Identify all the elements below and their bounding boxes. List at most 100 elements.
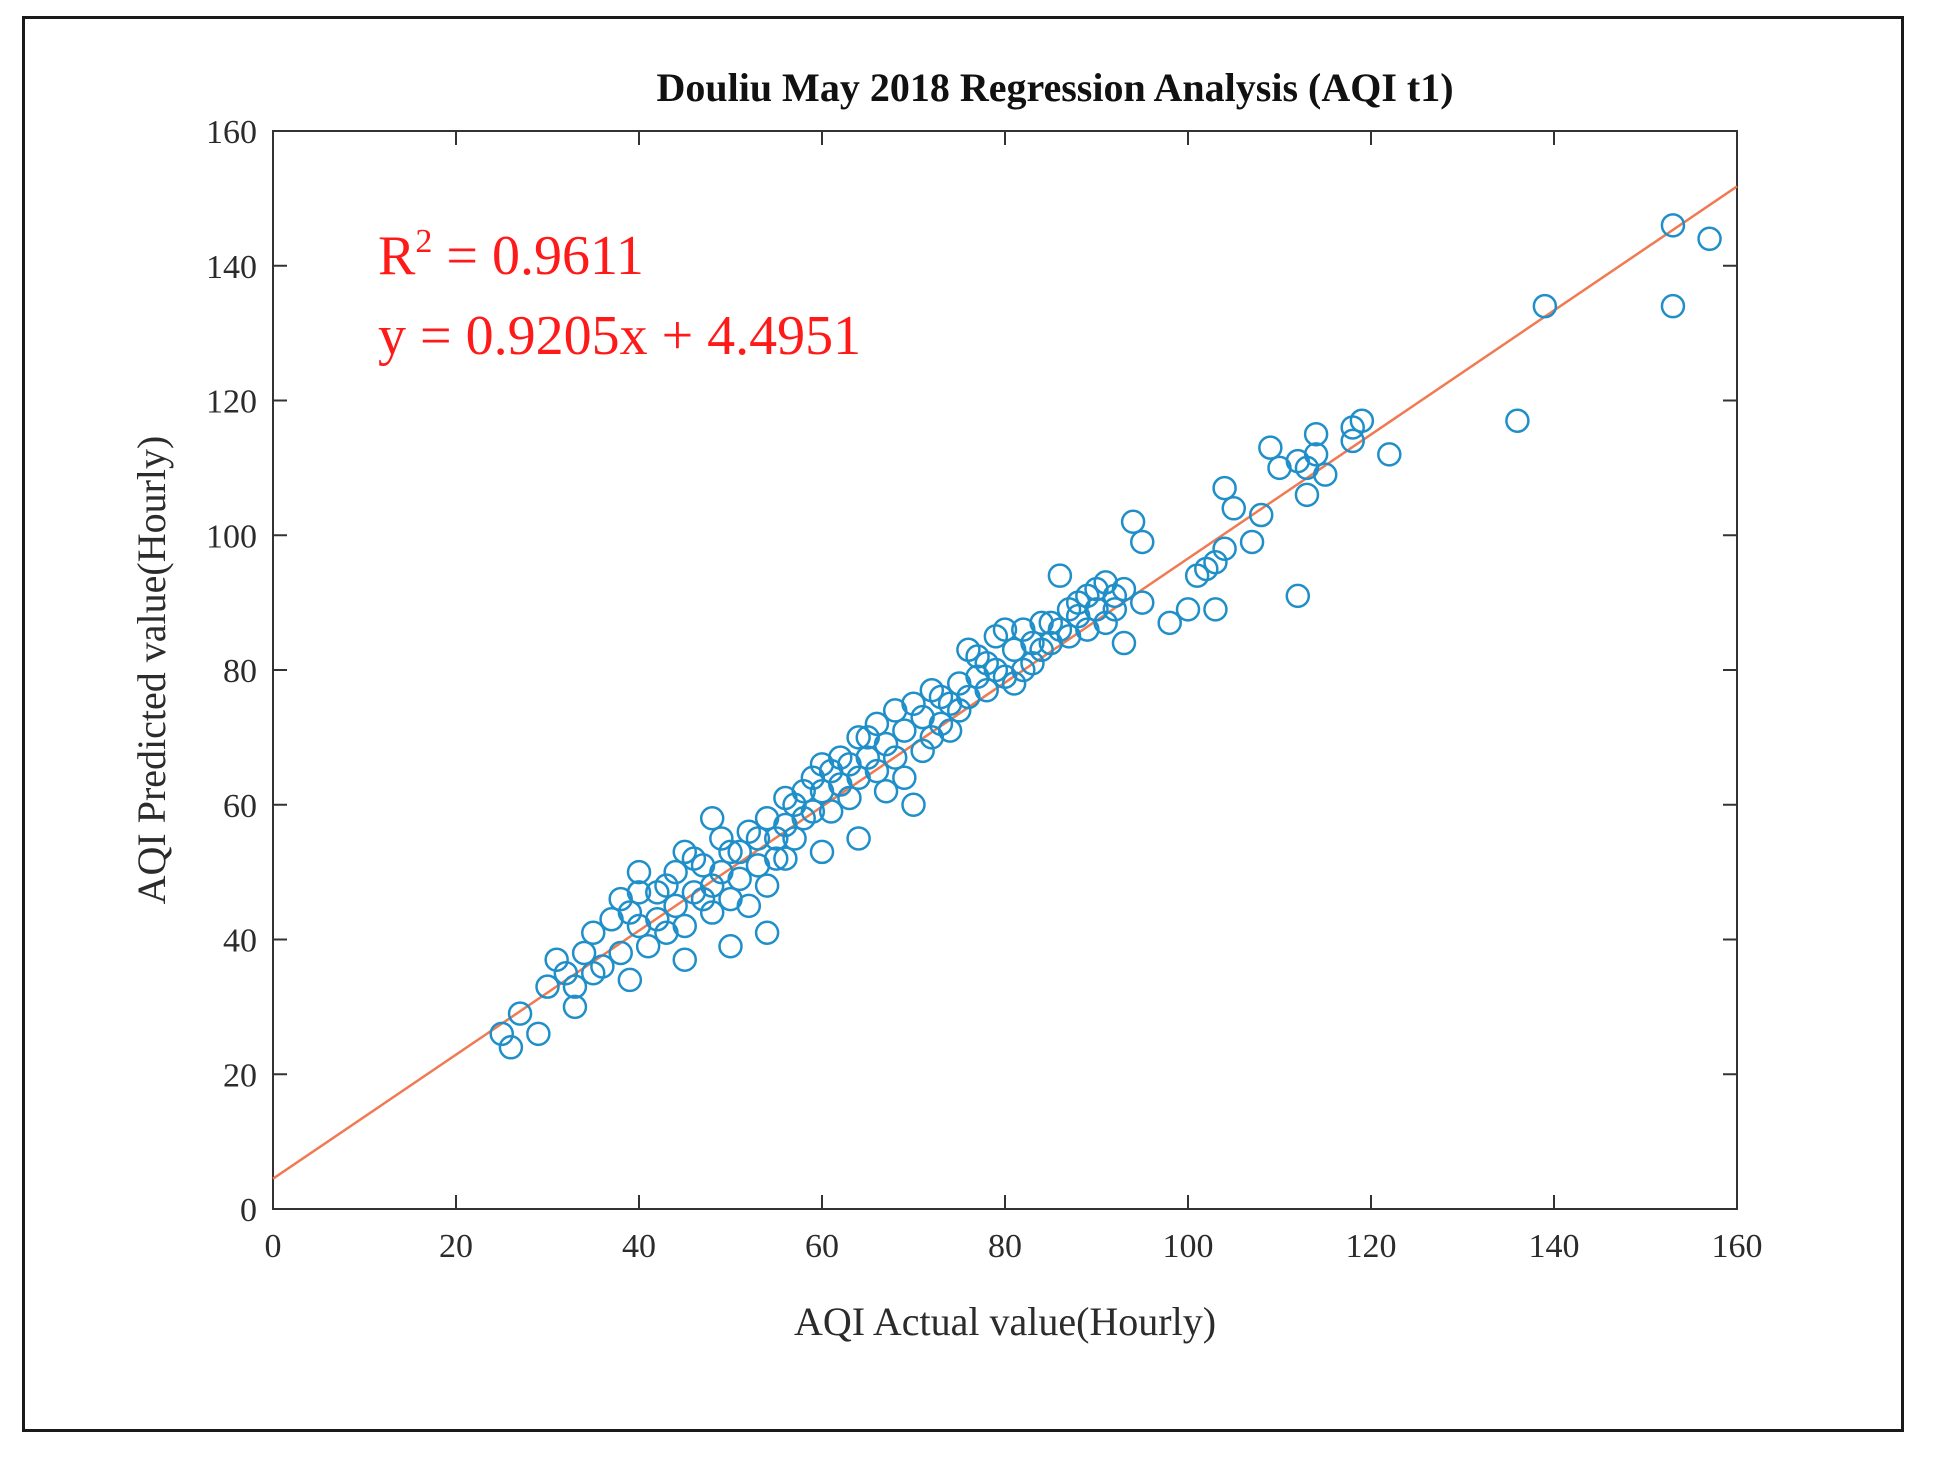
data-point	[1203, 549, 1228, 575]
x-tick-label: 140	[1529, 1228, 1580, 1265]
y-tick-label: 160	[206, 114, 257, 151]
scatter-chart: Douliu May 2018 Regression Analysis (AQI…	[129, 65, 1763, 1344]
data-point	[1102, 597, 1128, 622]
data-point	[699, 873, 725, 898]
data-point	[608, 940, 633, 966]
data-point	[1303, 442, 1329, 467]
data-point	[947, 698, 972, 723]
data-point	[818, 799, 844, 824]
data-point	[1340, 428, 1365, 454]
data-point	[590, 954, 615, 979]
chart-title: Douliu May 2018 Regression Analysis (AQI…	[656, 65, 1453, 110]
x-axis: 0 20 40 60 80 100 120 140 160	[265, 131, 1763, 1265]
data-point	[663, 859, 688, 885]
data-point	[846, 826, 871, 851]
data-point	[1212, 536, 1237, 561]
data-point	[800, 799, 826, 824]
data-point	[626, 859, 652, 885]
y-tick-label: 40	[223, 923, 257, 960]
data-point	[873, 731, 899, 757]
y-tick-label: 0	[240, 1192, 257, 1229]
data-point	[663, 893, 688, 919]
y-axis-label: AQI Predicted value(Hourly)	[129, 436, 174, 905]
data-point	[1093, 610, 1118, 636]
data-point	[1303, 421, 1329, 447]
data-point	[507, 1001, 533, 1026]
data-point	[846, 725, 871, 750]
data-point	[544, 947, 569, 972]
data-point	[791, 779, 816, 804]
data-point	[1001, 671, 1027, 696]
data-point	[1660, 213, 1686, 238]
data-point	[562, 974, 588, 999]
x-tick-label: 40	[622, 1228, 656, 1265]
data-point	[654, 873, 679, 898]
x-tick-label: 20	[439, 1228, 473, 1265]
data-point	[1020, 651, 1045, 676]
data-point	[1130, 590, 1155, 615]
data-point	[1111, 576, 1137, 602]
data-point	[764, 826, 789, 851]
data-point	[1660, 293, 1686, 319]
data-point	[672, 947, 697, 972]
y-tick-label: 120	[206, 384, 257, 421]
data-point	[937, 718, 963, 743]
data-point	[626, 880, 652, 905]
data-point	[617, 900, 643, 925]
data-point	[699, 900, 725, 925]
data-point	[1111, 630, 1137, 656]
data-point	[553, 960, 579, 986]
data-point	[1203, 597, 1228, 622]
data-point	[635, 933, 661, 959]
data-point	[864, 758, 890, 784]
y-tick-label: 140	[206, 249, 257, 286]
data-point	[764, 846, 789, 871]
data-point	[1532, 293, 1558, 319]
data-point	[901, 691, 926, 716]
data-point	[690, 886, 716, 912]
data-point	[1157, 610, 1182, 636]
data-point	[882, 745, 908, 770]
data-point	[1294, 482, 1320, 508]
x-axis-label: AQI Actual value(Hourly)	[794, 1299, 1216, 1344]
data-point	[773, 846, 798, 871]
data-point	[992, 617, 1018, 642]
data-point	[754, 920, 780, 946]
data-point	[727, 866, 752, 892]
data-point	[873, 779, 899, 804]
x-tick-label: 160	[1712, 1228, 1763, 1265]
data-point	[672, 913, 697, 939]
data-point	[1084, 597, 1109, 622]
data-point	[855, 745, 880, 770]
data-point	[901, 792, 926, 817]
data-point	[645, 907, 670, 932]
data-point	[1047, 563, 1073, 588]
data-point	[1120, 509, 1146, 535]
data-points	[489, 213, 1722, 1060]
data-point	[1175, 597, 1201, 622]
r-squared-annotation: R2 = 0.9611	[378, 223, 644, 287]
data-point	[617, 967, 643, 993]
data-point	[562, 994, 588, 1020]
data-point	[837, 785, 862, 811]
data-point	[526, 1021, 551, 1047]
r2-superscript: 2	[415, 223, 432, 260]
data-point	[745, 826, 771, 851]
data-point	[709, 826, 734, 851]
regression-line	[272, 185, 1738, 1180]
data-point	[1221, 496, 1246, 521]
data-point	[489, 1021, 514, 1047]
x-tick-label: 120	[1346, 1228, 1397, 1265]
data-point	[571, 940, 597, 966]
data-point	[910, 738, 935, 764]
data-point	[1505, 408, 1530, 433]
data-point	[736, 893, 762, 919]
data-point	[892, 718, 917, 743]
data-point	[1258, 435, 1283, 460]
data-point	[535, 974, 560, 999]
y-axis: 0 20 40 60 80 100 120 140 160	[206, 114, 1737, 1229]
x-tick-label: 60	[805, 1228, 839, 1265]
data-point	[581, 920, 606, 946]
data-point	[727, 839, 752, 865]
figure-frame: Douliu May 2018 Regression Analysis (AQI…	[22, 16, 1904, 1432]
